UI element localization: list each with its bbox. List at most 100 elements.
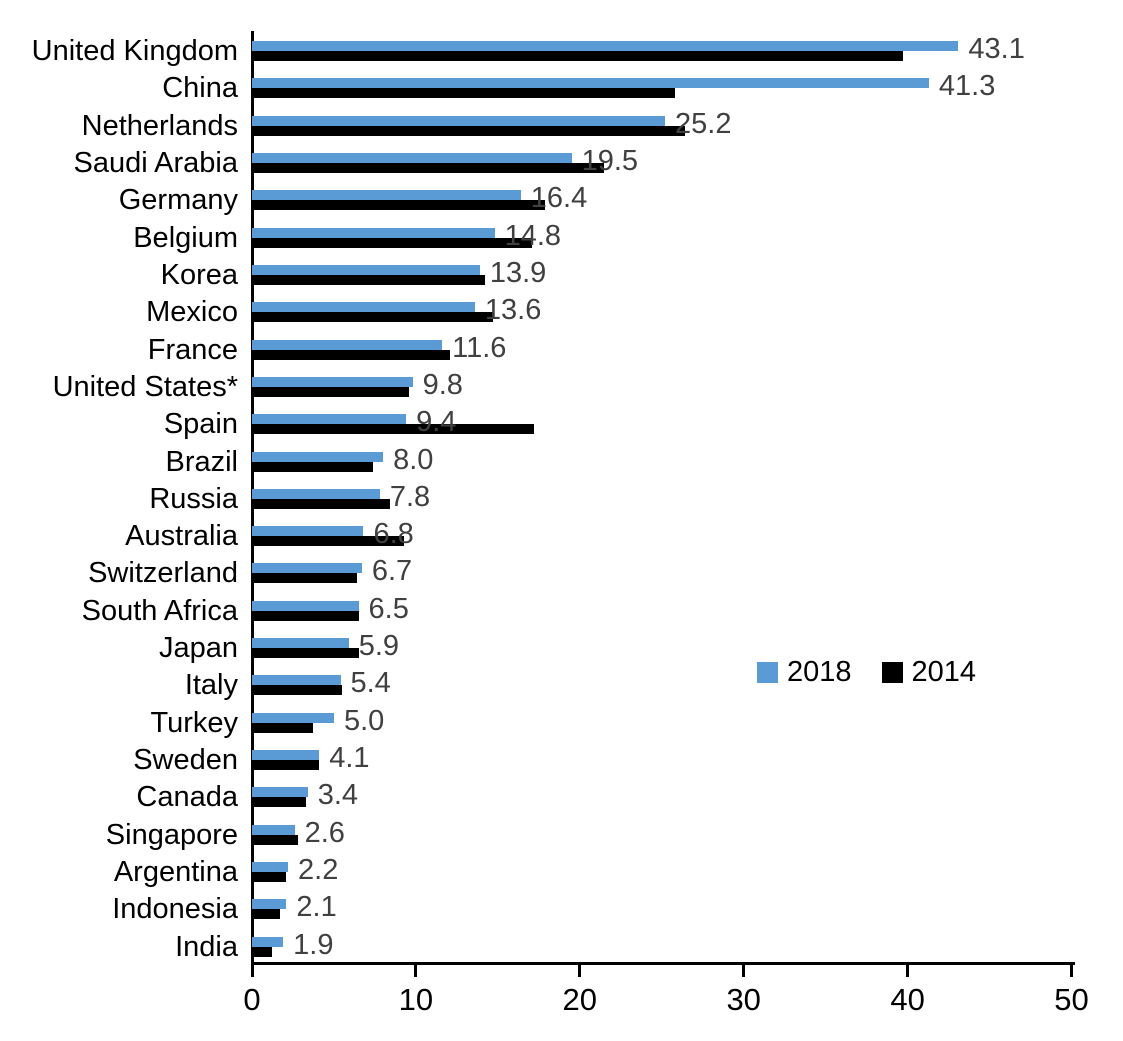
bar-2014-turkey <box>252 722 313 733</box>
bar-2014-united-states <box>252 386 410 397</box>
value-label-united-states: 9.8 <box>422 368 463 401</box>
value-label-saudi-arabia: 19.5 <box>581 144 639 177</box>
legend-item-2014: 2014 <box>881 658 976 687</box>
bar-2014-united-kingdom <box>252 51 903 61</box>
bar-2014-italy <box>252 685 343 696</box>
bar-2014-canada <box>252 797 307 808</box>
value-label-mexico: 13.6 <box>484 294 542 327</box>
category-label-france: France <box>147 333 238 366</box>
bar-2018-spain <box>252 414 407 425</box>
category-label-russia: Russia <box>149 482 238 515</box>
value-label-italy: 5.4 <box>350 667 391 700</box>
bar-2018-switzerland <box>252 563 362 574</box>
value-label-canada: 3.4 <box>317 779 359 812</box>
category-label-india: India <box>175 930 238 963</box>
x-tick-20 <box>578 965 582 977</box>
bar-2018-belgium <box>252 227 495 238</box>
category-label-argentina: Argentina <box>113 856 238 889</box>
x-axis-line <box>251 962 1075 965</box>
category-label-indonesia: Indonesia <box>112 893 238 926</box>
bar-2014-netherlands <box>252 125 685 136</box>
legend-swatch-2018 <box>757 662 778 683</box>
bar-2018-russia <box>252 488 380 499</box>
value-label-indonesia: 2.1 <box>296 891 337 924</box>
bar-2014-sweden <box>252 760 320 771</box>
category-label-switzerland: Switzerland <box>88 557 238 590</box>
x-tick-label-0: 0 <box>243 982 261 1017</box>
bar-2018-italy <box>252 675 341 686</box>
category-label-germany: Germany <box>118 184 238 217</box>
category-label-mexico: Mexico <box>146 296 238 329</box>
bar-2018-china <box>252 78 929 89</box>
category-label-australia: Australia <box>125 520 238 553</box>
x-tick-30 <box>742 965 746 977</box>
x-tick-50 <box>1070 965 1073 977</box>
bar-2014-korea <box>252 274 485 285</box>
value-label-russia: 7.8 <box>389 480 431 513</box>
category-label-canada: Canada <box>136 781 238 814</box>
bar-2018-canada <box>252 787 308 798</box>
category-label-brazil: Brazil <box>165 445 238 478</box>
category-label-spain: Spain <box>163 408 238 441</box>
bar-2014-singapore <box>252 834 298 845</box>
value-label-switzerland: 6.7 <box>371 555 413 588</box>
value-label-singapore: 2.6 <box>304 816 345 849</box>
value-label-south-africa: 6.5 <box>368 592 409 625</box>
bar-2014-switzerland <box>252 573 357 584</box>
value-label-china: 41.3 <box>938 70 996 103</box>
category-label-korea: Korea <box>160 258 238 291</box>
value-label-germany: 16.4 <box>530 182 588 215</box>
value-label-united-kingdom: 43.1 <box>968 33 1025 65</box>
x-tick-label-50: 50 <box>1054 982 1089 1017</box>
bar-2018-korea <box>252 264 480 275</box>
value-label-brazil: 8.0 <box>393 443 434 476</box>
bar-2018-south-africa <box>252 600 359 611</box>
bar-2018-australia <box>252 526 364 537</box>
bar-2018-mexico <box>252 302 475 313</box>
category-label-singapore: Singapore <box>105 818 238 851</box>
bar-2018-turkey <box>252 712 334 723</box>
value-label-india: 1.9 <box>293 928 334 961</box>
x-tick-label-40: 40 <box>890 982 925 1017</box>
bar-2018-sweden <box>252 750 320 761</box>
value-label-japan: 5.9 <box>358 630 400 663</box>
category-label-japan: Japan <box>158 632 238 665</box>
bar-2014-brazil <box>252 461 374 472</box>
bar-2018-japan <box>252 638 349 649</box>
value-label-france: 11.6 <box>452 331 507 364</box>
value-label-korea: 13.9 <box>489 256 547 289</box>
value-label-spain: 9.4 <box>416 406 457 439</box>
bar-2014-belgium <box>252 237 533 248</box>
value-label-netherlands: 25.2 <box>675 107 732 140</box>
legend-item-2018: 2018 <box>757 658 852 687</box>
bar-2014-saudi-arabia <box>252 162 605 173</box>
category-label-south-africa: South Africa <box>81 594 238 627</box>
bar-2014-south-africa <box>252 610 359 621</box>
value-label-argentina: 2.2 <box>298 854 339 887</box>
bar-2018-argentina <box>252 862 289 873</box>
bar-2018-indonesia <box>252 899 287 910</box>
bar-2018-germany <box>252 190 521 201</box>
bar-2018-india <box>252 936 284 947</box>
bar-2014-japan <box>252 648 359 659</box>
category-label-turkey: Turkey <box>150 706 238 739</box>
bar-2014-germany <box>252 200 546 211</box>
x-tick-10 <box>414 965 418 977</box>
bar-2014-indonesia <box>252 909 280 920</box>
category-label-united-states: United States* <box>52 370 238 403</box>
category-label-netherlands: Netherlands <box>81 109 238 142</box>
value-label-sweden: 4.1 <box>329 742 370 775</box>
category-label-united-kingdom: United Kingdom <box>31 35 238 67</box>
bar-2014-russia <box>252 498 390 509</box>
bar-2014-australia <box>252 536 405 547</box>
x-tick-label-30: 30 <box>726 982 761 1017</box>
x-tick-40 <box>906 965 910 977</box>
bar-2014-china <box>252 88 675 99</box>
legend-label-2018: 2018 <box>787 656 852 688</box>
bar-2018-brazil <box>252 451 384 462</box>
value-label-belgium: 14.8 <box>504 219 562 252</box>
bar-2014-india <box>252 946 272 957</box>
x-tick-label-20: 20 <box>562 982 598 1017</box>
bar-2014-france <box>252 349 451 360</box>
